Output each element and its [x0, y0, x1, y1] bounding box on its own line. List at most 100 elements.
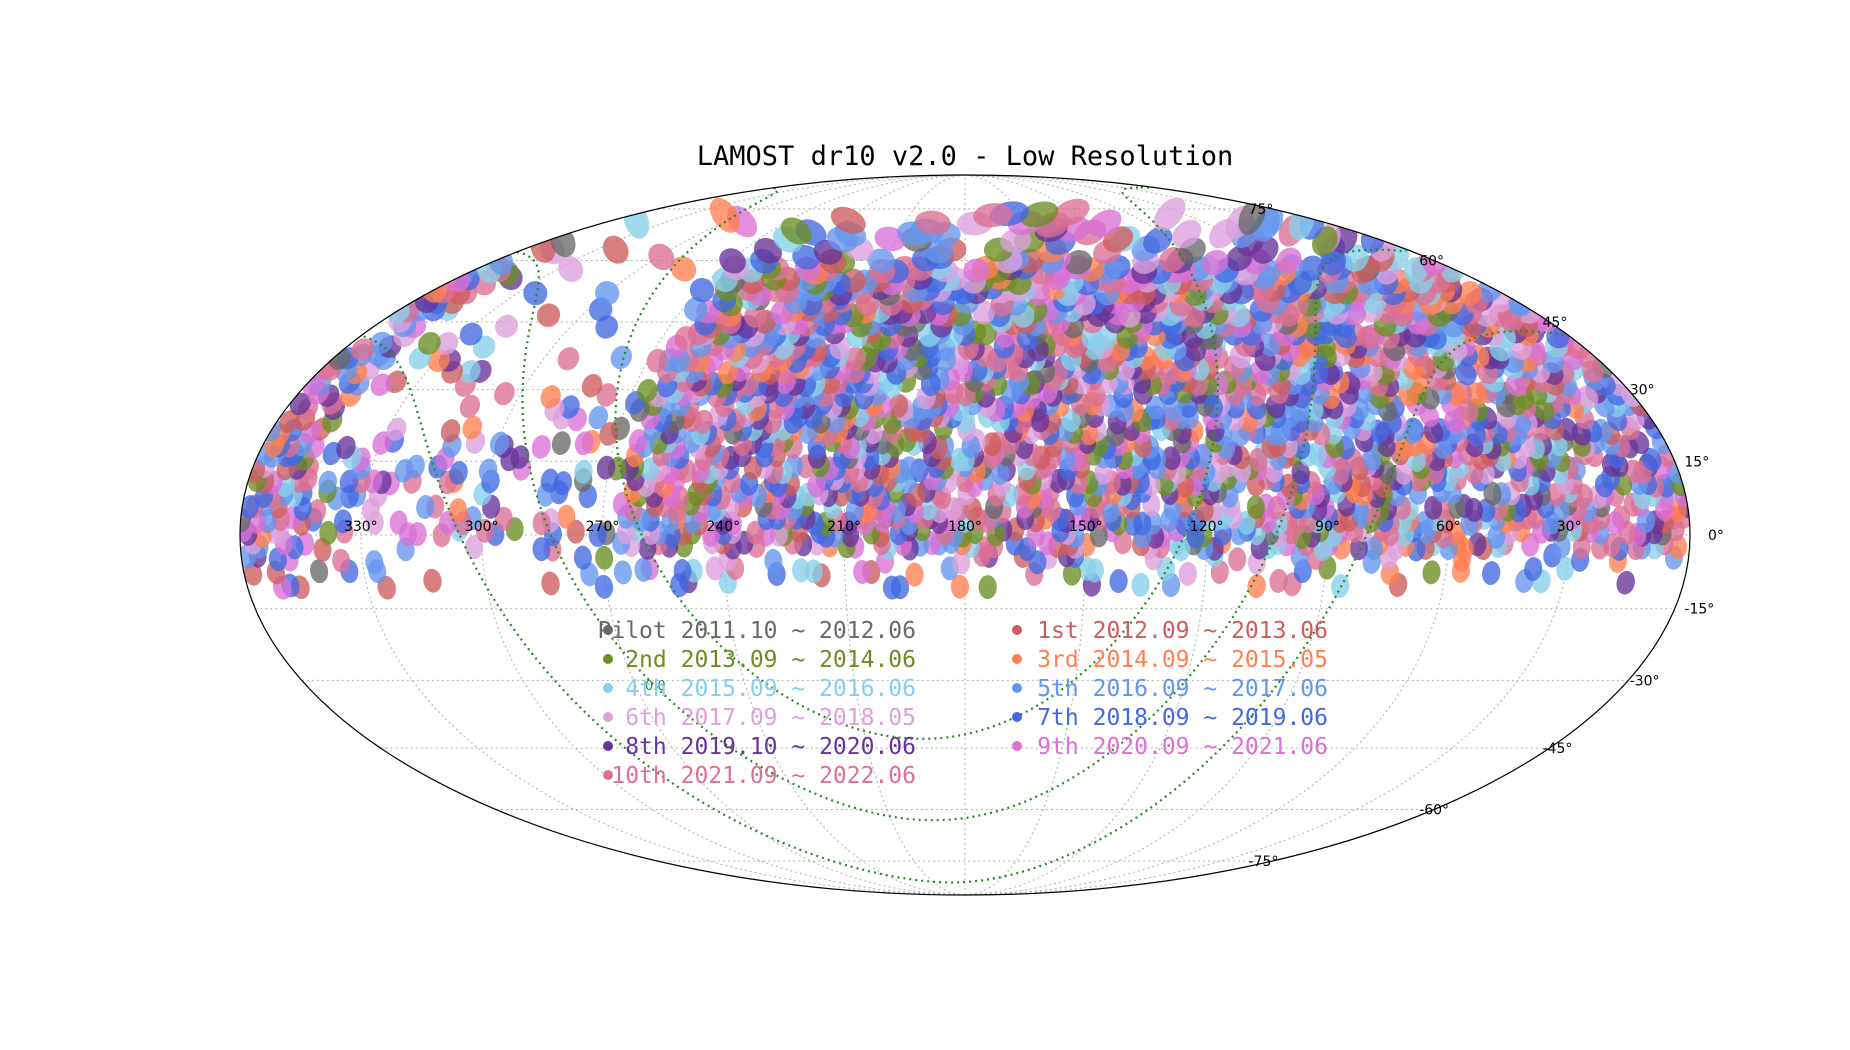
field-ellipse-277	[319, 520, 338, 545]
overlay-curves: 0.0	[363, 186, 1568, 884]
legend-label-9: 9th 2020.09 ~ 2021.06	[1037, 734, 1328, 760]
field-ellipse-1789	[972, 300, 996, 325]
field-ellipse-6	[1269, 568, 1288, 593]
field-ellipse-1154	[1458, 398, 1479, 422]
field-ellipse-1609	[435, 332, 459, 355]
field-ellipse-28	[1482, 561, 1501, 586]
legend-marker-4	[603, 683, 613, 693]
legend-marker-0	[603, 625, 613, 635]
field-ellipse-1460	[459, 360, 481, 383]
field-ellipse-331	[1124, 511, 1143, 536]
ra-tick-label-5: 180°	[948, 519, 982, 535]
field-ellipse-383	[333, 509, 353, 534]
field-ellipse-1218	[559, 395, 580, 419]
dec-tick-label-8: -45°	[1543, 741, 1573, 757]
field-ellipse-1989	[1403, 256, 1429, 284]
legend-label-1: 1st 2012.09 ~ 2013.06	[1037, 618, 1328, 644]
field-ellipse-1540	[427, 349, 450, 372]
field-ellipse-1520	[844, 346, 866, 371]
field-ellipse-1175	[1145, 395, 1166, 420]
field-ellipse-13	[950, 574, 970, 599]
field-ellipse-2018	[963, 258, 990, 283]
field-ellipse-822	[1162, 446, 1181, 471]
field-ellipse-35	[1178, 561, 1197, 586]
field-ellipse-1680	[459, 322, 483, 346]
dec-tick-label-5: 0°	[1708, 528, 1724, 544]
legend-marker-3	[1012, 654, 1022, 664]
field-ellipse-1050	[462, 415, 483, 440]
legend-marker-7	[1012, 712, 1022, 722]
field-ellipse-54	[634, 557, 653, 582]
field-ellipse-482	[240, 495, 259, 520]
field-ellipse-1299	[540, 385, 561, 409]
field-ellipse-1220	[459, 394, 481, 418]
field-ellipse-989	[1401, 420, 1422, 445]
field-ellipse-584	[1594, 473, 1614, 498]
ra-tick-label-0: 330°	[344, 519, 378, 535]
field-ellipse-47	[792, 558, 811, 583]
survey-fields	[240, 197, 1690, 600]
galactic-band-south-seg	[1519, 330, 1568, 337]
field-ellipse-1650	[1081, 326, 1104, 351]
legend-label-4: 4th 2015.09 ~ 2016.06	[625, 676, 916, 702]
field-ellipse-955	[531, 435, 551, 459]
field-ellipse-2129	[709, 197, 740, 233]
field-ellipse-961	[372, 431, 392, 455]
field-ellipse-254	[746, 520, 765, 545]
field-ellipse-1927	[689, 278, 715, 303]
field-ellipse-776	[394, 458, 414, 483]
galactic-plane-seg	[516, 248, 1376, 822]
field-ellipse-15	[882, 575, 902, 600]
field-ellipse-87	[573, 545, 592, 570]
field-ellipse-175	[532, 537, 551, 562]
field-ellipse-957	[490, 431, 510, 456]
field-ellipse-954	[551, 431, 571, 455]
ra-tick-label-2: 270°	[586, 519, 620, 535]
dec-tick-label-2: 45°	[1543, 315, 1568, 331]
field-ellipse-271	[476, 518, 495, 543]
field-ellipse-55	[613, 560, 632, 585]
field-ellipse-772	[478, 458, 498, 483]
legend-label-10: 10th 2021.09 ~ 2022.06	[611, 763, 916, 789]
field-ellipse-475	[416, 495, 435, 519]
legend-marker-2	[603, 654, 613, 664]
field-ellipse-94	[1669, 535, 1688, 560]
field-ellipse-2124	[1153, 197, 1186, 232]
field-ellipse-1197	[888, 393, 909, 418]
field-ellipse-1135	[588, 405, 609, 430]
field-ellipse-1140	[279, 410, 300, 433]
field-ellipse-2077	[753, 237, 783, 264]
field-ellipse-38	[1078, 556, 1097, 581]
field-ellipse-2109	[780, 217, 812, 245]
overlay-label: 0.0	[645, 679, 666, 694]
field-ellipse-1052	[386, 417, 407, 441]
field-ellipse-52	[673, 559, 692, 583]
field-ellipse-2125	[1051, 198, 1090, 227]
field-ellipse-1613	[351, 338, 375, 361]
field-ellipse-473	[448, 498, 468, 523]
dec-tick-label-4: 15°	[1684, 454, 1709, 470]
field-ellipse-1679	[674, 326, 697, 350]
field-ellipse-1397	[1455, 362, 1477, 386]
field-ellipse-411	[1424, 495, 1443, 520]
field-ellipse-962	[336, 435, 356, 460]
field-ellipse-1297	[637, 378, 658, 403]
field-ellipse-1870	[1457, 281, 1482, 306]
field-ellipse-2032	[670, 256, 697, 282]
field-ellipse-2042	[1276, 247, 1302, 274]
galactic-plane-seg	[1375, 248, 1407, 253]
legend-marker-5	[1012, 683, 1022, 693]
dec-tick-label-7: -30°	[1630, 673, 1660, 689]
field-ellipse-716	[1210, 459, 1229, 484]
field-ellipse-784	[1642, 447, 1662, 472]
tick-labels: 330° 300° 270° 240° 210° 180° 150° 120° 90° 60° 30…	[344, 202, 1724, 870]
ra-tick-label-10: 30°	[1557, 519, 1582, 535]
field-ellipse-0	[1616, 570, 1635, 595]
field-ellipse-2033	[558, 256, 584, 282]
ra-tick-label-7: 120°	[1190, 519, 1224, 535]
field-ellipse-2119	[914, 210, 951, 235]
field-ellipse-10	[1109, 569, 1128, 593]
field-ellipse-1929	[523, 281, 548, 306]
field-ellipse-2123	[1238, 198, 1266, 235]
